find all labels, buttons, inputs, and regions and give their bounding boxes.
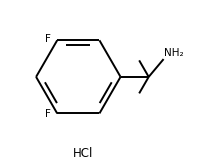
Text: F: F — [44, 34, 50, 44]
Text: F: F — [44, 109, 50, 119]
Text: HCl: HCl — [73, 147, 93, 159]
Text: NH₂: NH₂ — [164, 48, 183, 58]
